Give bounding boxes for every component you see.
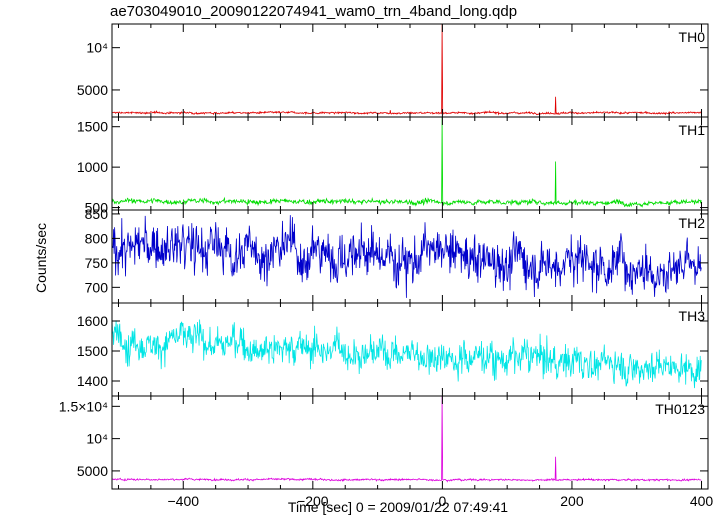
series-line-th3 <box>112 318 702 389</box>
panel-th0123: 5000 10⁴ 1.5×10⁴ TH0123 <box>59 395 709 490</box>
y-tick-label: 10⁴ <box>86 431 108 447</box>
y-tick-label: 1500 <box>77 119 108 135</box>
panel-frame <box>111 23 709 118</box>
panel-frame <box>111 395 709 490</box>
y-tick-label: 5000 <box>77 82 108 98</box>
x-axis: −400 −200 0 200 400 <box>167 493 713 509</box>
series-line-th2 <box>112 215 702 298</box>
x-tick-label: 0 <box>438 493 446 509</box>
panel-frame <box>111 302 709 397</box>
y-tick-label: 1600 <box>77 313 108 329</box>
panel-label-th0: TH0 <box>679 29 706 45</box>
panel-label-th0123: TH0123 <box>655 401 705 417</box>
panel-th1: 500 1000 1500 TH1 <box>77 116 709 216</box>
y-tick-label: 10⁴ <box>86 40 108 56</box>
chart-panels: 5000 10⁴ TH0 500 1000 1500 TH1 700 750 800 850 TH2 1… <box>59 23 709 490</box>
x-tick-label: 400 <box>690 493 714 509</box>
y-tick-label: 5000 <box>77 463 108 479</box>
panel-th3: 1400 1500 1600 TH3 <box>77 302 709 397</box>
y-tick-label: 700 <box>85 279 109 295</box>
y-tick-label: 800 <box>85 230 109 246</box>
series-line-th1 <box>112 117 702 208</box>
x-tick-label: −400 <box>167 493 199 509</box>
series-line-th0123 <box>112 396 702 483</box>
y-tick-label: 850 <box>85 206 109 222</box>
y-tick-label: 1500 <box>77 343 108 359</box>
x-tick-label: 200 <box>560 493 584 509</box>
panel-frame <box>111 116 709 211</box>
y-tick-label: 1000 <box>77 159 108 175</box>
panel-th0: 5000 10⁴ TH0 <box>77 23 709 118</box>
panel-th2: 700 750 800 850 TH2 <box>85 206 709 304</box>
y-axis-label: Counts/sec <box>33 223 49 293</box>
y-tick-label: 750 <box>85 255 109 271</box>
x-axis-label: Time [sec] 0 = 2009/01/22 07:49:41 <box>288 499 508 515</box>
panel-label-th3: TH3 <box>679 308 706 324</box>
y-tick-label: 1400 <box>77 373 108 389</box>
panel-label-th1: TH1 <box>679 122 706 138</box>
panel-label-th2: TH2 <box>679 215 706 231</box>
y-tick-label: 1.5×10⁴ <box>59 398 108 414</box>
series-line-th0 <box>112 24 702 116</box>
page-title: ae703049010_20090122074941_wam0_trn_4ban… <box>110 3 518 20</box>
y-tick-label: 500 <box>85 200 109 216</box>
x-tick-label: −200 <box>297 493 329 509</box>
